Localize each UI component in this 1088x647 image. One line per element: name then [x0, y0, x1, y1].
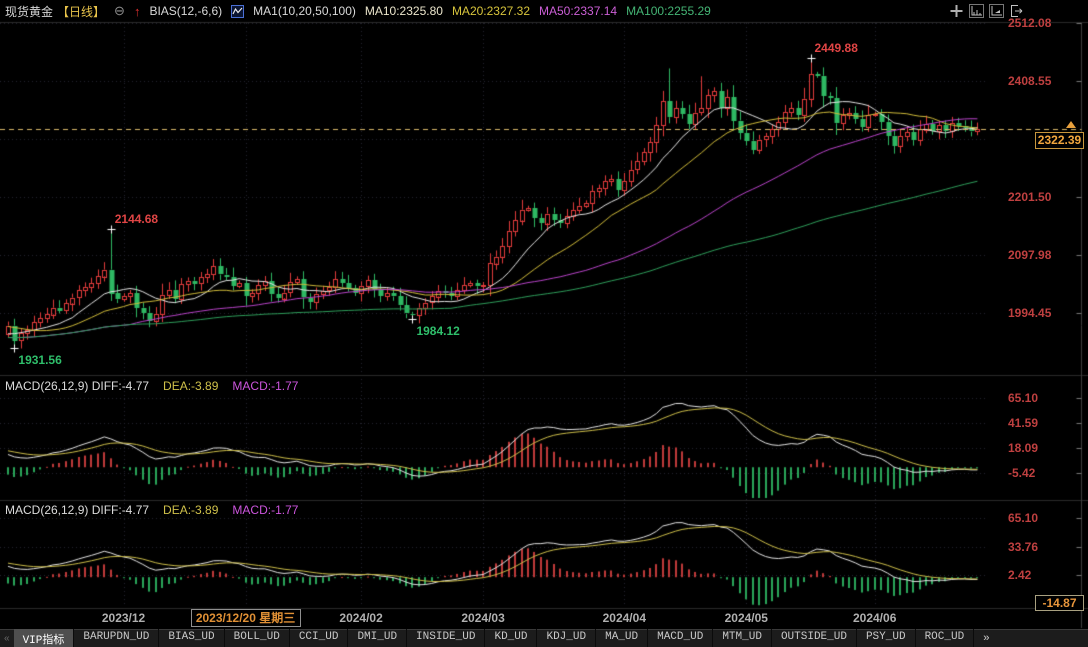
- indicator-tab-barupdn_ud[interactable]: BARUPDN_UD: [74, 628, 160, 647]
- ma-value-label: MA20:2327.32: [451, 4, 530, 18]
- x-axis-month-label: 2023/12: [101, 611, 146, 625]
- axis-pointer-icon[interactable]: [989, 4, 1004, 18]
- macd1-axis-label: 18.09: [1008, 440, 1039, 455]
- main-axis-label: 2201.50: [1008, 190, 1052, 204]
- collapse-icon[interactable]: ⊖: [114, 3, 125, 18]
- macd-header: MACD(26,12,9) DIFF:-4.77 DEA:-3.89 MACD:-1…: [5, 379, 298, 393]
- indicator-tab-psy_ud[interactable]: PSY_UD: [857, 628, 916, 647]
- macd-diff-label: MACD(26,12,9) DIFF:-4.77: [5, 379, 150, 393]
- symbol-title: 现货黄金: [5, 4, 54, 19]
- more-tabs-button[interactable]: »: [983, 632, 990, 645]
- macd-bar-label: MACD:-1.77: [232, 503, 299, 517]
- macd-header: MACD(26,12,9) DIFF:-4.77 DEA:-3.89 MACD:-1…: [5, 503, 298, 517]
- indicator-tab-inside_ud[interactable]: INSIDE_UD: [407, 628, 486, 647]
- indicator-tab-outside_ud[interactable]: OUTSIDE_UD: [772, 628, 857, 647]
- indicator-tabs: VIP指标 BARUPDN_UD BIAS_UD BOLL_UD CCI_UD DMI_U…: [13, 628, 975, 647]
- macd-dea-label: DEA:-3.89: [163, 503, 219, 517]
- macd2-min-value-box: -14.87: [1035, 595, 1084, 611]
- window-icons: [949, 4, 1024, 18]
- top-toolbar: 现货黄金 【日线】 ⊖ ↑ BIAS(12,-6,6) MA1(10,20,50…: [0, 0, 1088, 22]
- indicator-tab-cci_ud[interactable]: CCI_UD: [290, 628, 349, 647]
- indicator-tab-bar: « VIP指标 BARUPDN_UD BIAS_UD BOLL_UD CCI_UD DMI…: [0, 628, 1088, 647]
- x-axis-month-label: 2024/04: [602, 611, 646, 625]
- indicator-tab-ma_ud[interactable]: MA_UD: [596, 628, 649, 647]
- current-price-box: 2322.39: [1035, 131, 1084, 149]
- price-annotation: 1984.12: [416, 323, 460, 338]
- price-up-triangle-icon: [1066, 120, 1076, 128]
- candle-chart-icon[interactable]: [231, 4, 245, 18]
- move-icon[interactable]: [949, 4, 964, 18]
- indicator-tab-kdj_ud[interactable]: KDJ_UD: [537, 628, 597, 647]
- macd-diff-label: MACD(26,12,9) DIFF:-4.77: [5, 503, 150, 517]
- macd-dea-label: DEA:-3.89: [163, 379, 219, 393]
- macd2-axis-label: 2.42: [1008, 568, 1032, 582]
- crosshair-date-box: 2023/12/20 星期三: [190, 609, 301, 627]
- axis-scale-icon[interactable]: [969, 4, 984, 18]
- ma-value-label: MA100:2255.29: [626, 4, 711, 18]
- macd1-axis-label: 41.59: [1008, 416, 1039, 430]
- x-axis-month-label: 2024/03: [461, 611, 505, 625]
- toolbar-handle-icon[interactable]: «: [4, 633, 10, 644]
- indicator-tab-mtm_ud[interactable]: MTM_UD: [713, 628, 772, 647]
- x-axis-month-label: 2024/05: [724, 611, 768, 625]
- ma-group-label[interactable]: MA1(10,20,50,100): [253, 4, 356, 18]
- indicator-tab-bias_ud[interactable]: BIAS_UD: [159, 628, 225, 647]
- trend-up-icon: ↑: [133, 3, 141, 19]
- current-price-value: 2322.39: [1037, 132, 1082, 147]
- indicator-tab-macd_ud[interactable]: MACD_UD: [648, 628, 714, 647]
- macd1-axis-label: 65.10: [1008, 391, 1039, 405]
- indicator-tab-roc_ud[interactable]: ROC_UD: [916, 628, 975, 647]
- bias-indicator-label[interactable]: BIAS(12,-6,6): [149, 4, 223, 18]
- ma-value-label: MA10:2325.80: [364, 4, 443, 18]
- indicator-tab-kd_ud[interactable]: KD_UD: [485, 628, 538, 647]
- macd1-axis-label: -5.42: [1008, 466, 1036, 480]
- ma-value-label: MA50:2337.14: [539, 4, 618, 18]
- main-axis-label: 2408.55: [1008, 74, 1052, 88]
- main-axis-label: 1994.45: [1008, 306, 1052, 320]
- main-axis-label: 2097.98: [1008, 247, 1052, 262]
- price-annotation: 1931.56: [18, 353, 62, 368]
- x-axis-month-label: 2024/02: [339, 611, 383, 625]
- macd2-axis-label: 33.76: [1008, 539, 1039, 554]
- indicator-tab-boll_ud[interactable]: BOLL_UD: [225, 628, 290, 647]
- ma-values: MA10:2325.80 MA20:2327.32 MA50:2337.14 MA10…: [365, 4, 711, 18]
- price-annotation: 2144.68: [114, 211, 159, 226]
- x-axis-month-label: 2024/06: [852, 611, 897, 625]
- indicator-tab-dmi_ud[interactable]: DMI_UD: [348, 628, 408, 647]
- period-label: 【日线】: [57, 4, 106, 19]
- indicator-tab-vip指标[interactable]: VIP指标: [13, 628, 75, 647]
- main-axis-label: 2512.08: [1008, 16, 1052, 30]
- price-annotation: 2449.88: [814, 40, 858, 55]
- exit-right-icon[interactable]: [1009, 4, 1024, 18]
- macd2-axis-label: 65.10: [1008, 511, 1039, 525]
- macd-bar-label: MACD:-1.77: [232, 379, 299, 393]
